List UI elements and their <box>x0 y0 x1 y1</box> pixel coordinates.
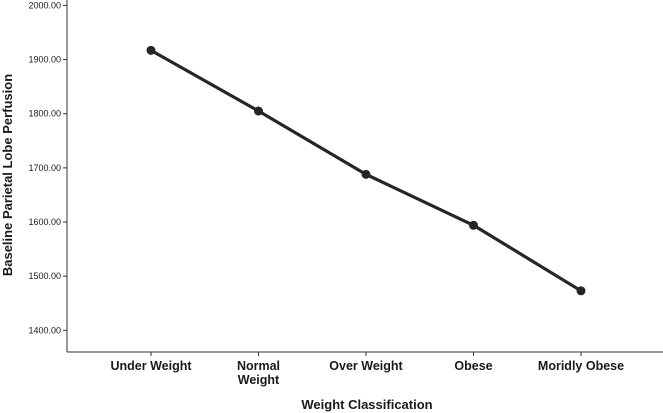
data-point <box>361 169 371 179</box>
x-tick-label-line: Weight <box>238 373 280 387</box>
x-tick-label-line: Normal <box>237 359 280 373</box>
x-axis-title: Weight Classification <box>301 397 432 412</box>
data-point <box>469 220 478 230</box>
x-tick-label-line: Obese <box>454 359 492 373</box>
x-tick-label: Obese <box>454 359 492 373</box>
y-tick-label: 1600.00 <box>28 217 61 227</box>
x-tick-label-line: Under Weight <box>110 359 192 373</box>
y-tick-label: 1800.00 <box>28 109 61 119</box>
series-group <box>146 45 586 296</box>
x-axis: Under Weight Normal Weight Over Weight Obese… <box>67 351 663 387</box>
x-tick-label-line: Moridly Obese <box>538 359 624 373</box>
x-tick-label: Under Weight <box>110 359 192 373</box>
x-tick-label: Moridly Obese <box>538 359 624 373</box>
y-axis-title: Baseline Parietal Lobe Perfusion <box>0 74 15 276</box>
y-axis: 2000.00 1900.00 1800.00 1700.00 1600.00 1500.… <box>28 0 68 352</box>
y-tick-label: 2000.00 <box>28 0 61 10</box>
data-point <box>576 286 586 296</box>
y-tick-label: 1500.00 <box>28 271 61 281</box>
y-tick-label: 1900.00 <box>28 55 61 65</box>
y-tick-label: 1400.00 <box>28 325 61 335</box>
data-point <box>254 106 263 116</box>
x-tick-label: Normal Weight <box>237 359 280 387</box>
x-tick-label: Over Weight <box>329 359 403 373</box>
data-point <box>146 45 156 55</box>
y-tick-label: 1700.00 <box>28 163 61 173</box>
x-tick-label-line: Over Weight <box>329 359 403 373</box>
